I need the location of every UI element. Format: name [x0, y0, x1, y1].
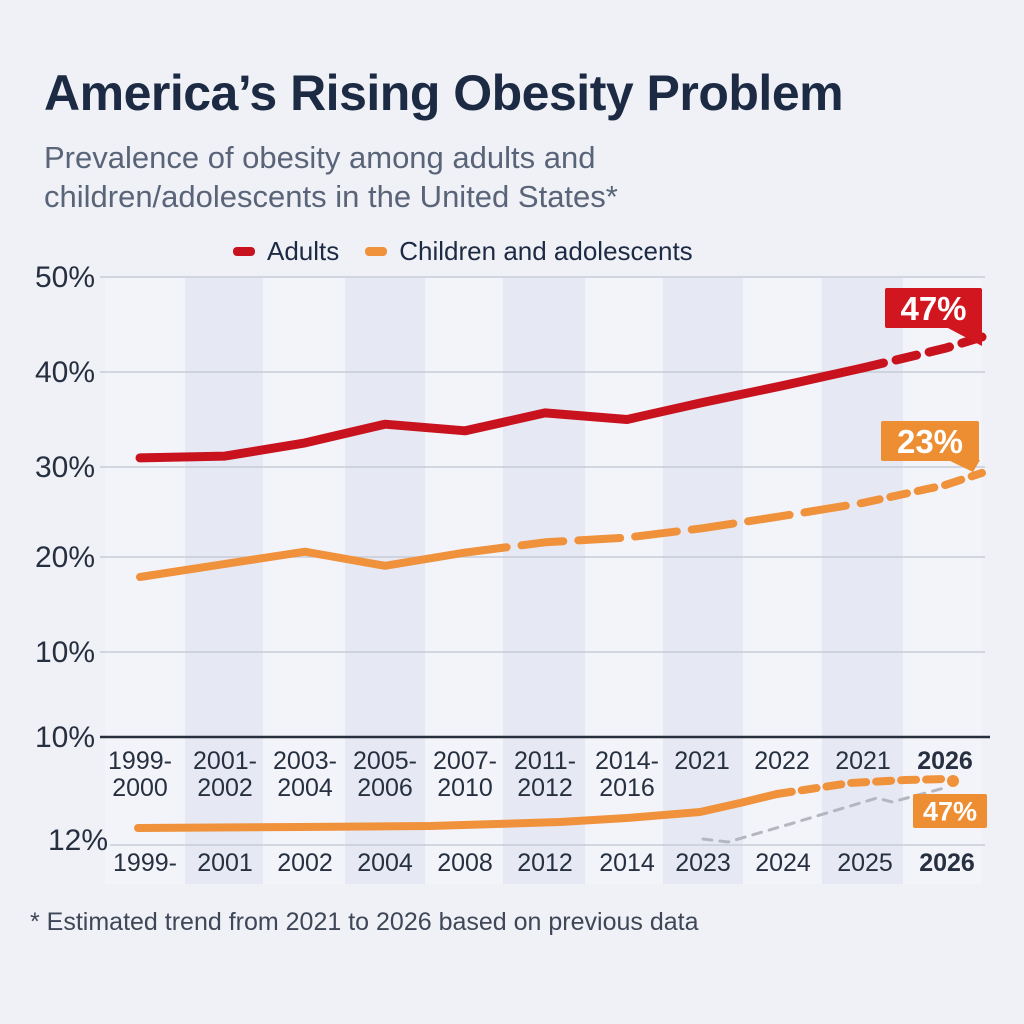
x-tick-label: 1999- — [108, 747, 172, 775]
legend-item-adults: Adults — [233, 236, 339, 267]
callout-adults-47pct — [885, 288, 982, 328]
y-tick-label: 30% — [35, 451, 95, 484]
x-tick-label: 2006 — [357, 774, 413, 802]
plot-column-stripe — [263, 278, 345, 884]
x-tick-label: 2004 — [277, 774, 333, 802]
mini-line-end-dot — [947, 775, 959, 787]
footnote: * Estimated trend from 2021 to 2026 base… — [30, 908, 699, 936]
x-tick-label: 2002 — [277, 849, 333, 877]
children-swatch-icon — [365, 247, 388, 256]
page-subtitle-line2: children/adolescents in the United State… — [44, 179, 618, 214]
adults-line-segment-0 — [135, 363, 868, 463]
x-tick-label: 2007- — [433, 747, 497, 775]
x-tick-label: 2001- — [193, 747, 257, 775]
mini-gray-trend-line — [701, 785, 950, 844]
children-line-segment-0 — [136, 547, 469, 581]
x-tick-label: 2014 — [599, 849, 655, 877]
y-tick-label: 10% — [35, 721, 95, 754]
x-tick-label: 2008 — [437, 849, 493, 877]
callout-adults-47pct-pointer — [946, 327, 982, 346]
x-tick-label: 2012 — [517, 774, 573, 802]
callout-children-23pct-pointer — [948, 460, 980, 472]
plot-column-stripe — [503, 278, 585, 884]
callout-children-23pct — [881, 421, 979, 461]
legend-item-children: Children and adolescents — [365, 236, 693, 267]
adults-swatch-icon — [233, 247, 255, 256]
y-tick-label: 10% — [35, 636, 95, 669]
page-subtitle: Prevalence of obesity among adults and c… — [44, 138, 618, 216]
x-tick-label: 2025 — [837, 849, 893, 877]
x-tick-label: 2016 — [599, 774, 655, 802]
children-line-segment-1 — [461, 498, 867, 557]
x-tick-label: 1999- — [113, 849, 177, 877]
x-tick-label: 2026 — [917, 747, 973, 775]
x-tick-label: 2024 — [755, 849, 811, 877]
x-tick-label: 2014- — [595, 747, 659, 775]
page-subtitle-line1: Prevalence of obesity among adults and — [44, 140, 596, 175]
plot-column-stripe — [105, 278, 185, 884]
adults-line-segment-1 — [858, 332, 987, 373]
callout-children-23pct-label: 23% — [897, 423, 963, 460]
plot-column-stripe — [663, 278, 743, 884]
x-tick-label: 2001 — [197, 849, 253, 877]
y-tick-label: 20% — [35, 541, 95, 574]
plot-column-stripe — [185, 278, 263, 884]
x-tick-label: 2022 — [754, 747, 810, 775]
y-tick-label: 50% — [35, 261, 95, 294]
x-tick-label: 2003- — [273, 747, 337, 775]
mini-children-history-line — [134, 790, 781, 832]
x-tick-label: 2011- — [514, 747, 576, 775]
x-tick-label: 2021 — [835, 747, 891, 775]
callout-mini-47pct-label: 47% — [923, 797, 977, 827]
x-tick-label: 2023 — [675, 849, 731, 877]
x-tick-label: 2026 — [919, 849, 975, 877]
legend: Adults Children and adolescents — [233, 236, 693, 267]
plot-column-stripe — [903, 278, 982, 884]
legend-label-adults: Adults — [267, 236, 340, 266]
y-tick-label: 40% — [35, 356, 95, 389]
callout-adults-47pct-label: 47% — [900, 290, 966, 327]
x-tick-label: 2012 — [517, 849, 573, 877]
plot-column-stripe — [345, 278, 425, 884]
x-tick-label: 2021 — [674, 747, 730, 775]
x-tick-label: 2002 — [197, 774, 253, 802]
y-tick-label: 12% — [48, 824, 108, 857]
x-tick-label: 2005- — [353, 747, 417, 775]
legend-label-children: Children and adolescents — [399, 236, 693, 266]
page-title: America’s Rising Obesity Problem — [44, 65, 844, 121]
children-line-segment-2 — [859, 468, 986, 507]
mini-children-projection-line — [773, 775, 951, 798]
x-tick-label: 2010 — [437, 774, 493, 802]
callout-mini-47pct — [913, 794, 987, 828]
x-tick-label: 2000 — [112, 774, 168, 802]
plot-column-stripe — [425, 278, 503, 884]
x-tick-label: 2004 — [357, 849, 413, 877]
plot-column-stripe — [585, 278, 663, 884]
